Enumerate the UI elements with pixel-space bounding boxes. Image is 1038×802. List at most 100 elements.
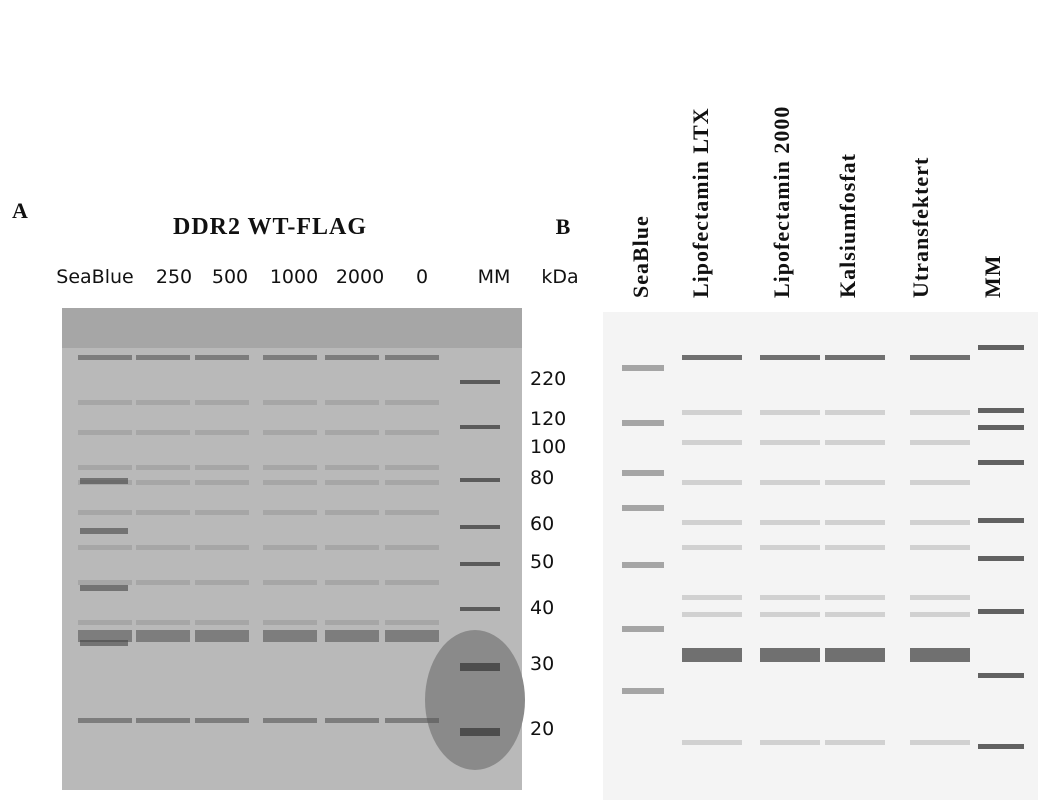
band (622, 420, 664, 426)
unit-label: kDa (541, 266, 578, 288)
band (195, 400, 249, 405)
band (136, 620, 190, 625)
band (136, 430, 190, 435)
band (910, 355, 970, 360)
band (78, 355, 132, 360)
band (325, 430, 379, 435)
lane-label: 500 (212, 266, 248, 288)
band (263, 630, 317, 642)
band (195, 545, 249, 550)
band (263, 480, 317, 485)
band (195, 510, 249, 515)
band (825, 355, 885, 360)
band (195, 480, 249, 485)
marker-label: 30 (530, 653, 554, 675)
lane-label: 2000 (336, 266, 384, 288)
lane-label: Utransfektert (908, 157, 933, 298)
band (136, 580, 190, 585)
band (760, 648, 820, 662)
band (622, 505, 664, 511)
band (78, 510, 132, 515)
band (622, 470, 664, 476)
marker-label: 120 (530, 408, 566, 430)
blot-a-stain (425, 630, 525, 770)
panel-title: DDR2 WT-FLAG (173, 214, 367, 240)
band (460, 478, 500, 482)
band (80, 585, 128, 591)
band (910, 440, 970, 445)
band (978, 744, 1024, 749)
lane-label: MM (478, 266, 511, 288)
band (385, 430, 439, 435)
band (385, 400, 439, 405)
lane-label: 1000 (270, 266, 318, 288)
band (325, 355, 379, 360)
band (195, 718, 249, 723)
lane-label: SeaBlue (628, 215, 653, 298)
marker-label: 40 (530, 597, 554, 619)
marker-label: 100 (530, 436, 566, 458)
band (263, 718, 317, 723)
band (910, 595, 970, 600)
band (263, 510, 317, 515)
band (978, 609, 1024, 614)
panel-label: B (556, 214, 571, 239)
band (760, 355, 820, 360)
band (825, 595, 885, 600)
lane-label: Lipofectamin 2000 (769, 106, 794, 298)
band (978, 425, 1024, 430)
marker-label: 50 (530, 551, 554, 573)
band (760, 545, 820, 550)
band (682, 648, 742, 662)
band (760, 520, 820, 525)
band (325, 580, 379, 585)
band (325, 465, 379, 470)
band (825, 648, 885, 662)
band (978, 460, 1024, 465)
band (385, 510, 439, 515)
band (682, 440, 742, 445)
panel-label: A (12, 198, 28, 223)
band (78, 465, 132, 470)
band (195, 630, 249, 642)
band (263, 545, 317, 550)
band (263, 580, 317, 585)
band (760, 480, 820, 485)
band (978, 673, 1024, 678)
lane-label: MM (980, 254, 1005, 298)
band (195, 620, 249, 625)
blot-a-top (62, 308, 522, 348)
band (385, 480, 439, 485)
band (325, 545, 379, 550)
band (682, 410, 742, 415)
band (825, 612, 885, 617)
band (910, 612, 970, 617)
band (325, 510, 379, 515)
lane-label: SeaBlue (56, 266, 133, 288)
band (385, 545, 439, 550)
band (910, 410, 970, 415)
band (136, 718, 190, 723)
band (460, 525, 500, 529)
band (460, 607, 500, 611)
band (460, 425, 500, 429)
band (385, 718, 439, 723)
band (825, 740, 885, 745)
band (136, 355, 190, 360)
band (195, 465, 249, 470)
band (978, 345, 1024, 350)
band (825, 545, 885, 550)
band (978, 408, 1024, 413)
band (78, 430, 132, 435)
lane-label: Lipofectamin LTX (688, 107, 713, 298)
band (325, 620, 379, 625)
band (460, 562, 500, 566)
band (825, 440, 885, 445)
band (385, 465, 439, 470)
band (978, 556, 1024, 561)
band (910, 740, 970, 745)
band (136, 510, 190, 515)
band (263, 400, 317, 405)
band (760, 740, 820, 745)
band (682, 740, 742, 745)
